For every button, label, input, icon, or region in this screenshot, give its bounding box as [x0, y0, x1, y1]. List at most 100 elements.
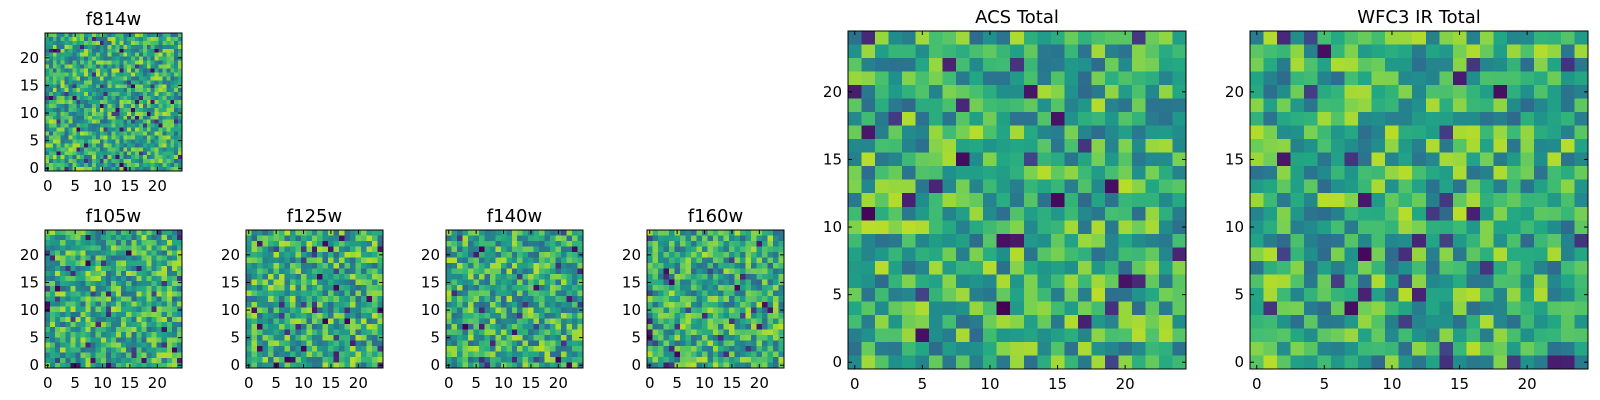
heatmap-cell [80, 100, 85, 105]
heatmap-cell [126, 281, 132, 287]
heatmap-cell [996, 301, 1011, 316]
heatmap-cell [158, 111, 164, 117]
heatmap-cell [60, 76, 66, 81]
heatmap-cell [158, 127, 164, 133]
heatmap-cell [550, 323, 557, 330]
heatmap-cell [295, 296, 302, 303]
heatmap-cell [176, 362, 183, 369]
heatmap-cell [300, 329, 307, 336]
heatmap-cell [95, 352, 102, 359]
heatmap-cell [50, 316, 56, 323]
heatmap-cell [105, 245, 112, 252]
heatmap-cell [1277, 58, 1292, 73]
heatmap-cell [80, 306, 87, 313]
heatmap-cell [344, 290, 351, 297]
heatmap-cell [141, 265, 148, 272]
heatmap-cell [178, 111, 183, 117]
heatmap-cell [1358, 112, 1373, 127]
heatmap-cell [126, 347, 132, 354]
heatmap-cell [1547, 85, 1562, 100]
heatmap-cell [1412, 44, 1427, 59]
heatmap-cell [1250, 98, 1265, 113]
heatmap-cell [171, 337, 178, 344]
heatmap-cell [1077, 193, 1092, 208]
heatmap-cell [111, 163, 117, 168]
heatmap-cell [60, 240, 66, 246]
heatmap-cell [55, 250, 61, 257]
heatmap-cell [685, 252, 692, 259]
heatmap-cell [146, 143, 152, 148]
heatmap-cell [674, 268, 681, 275]
heatmap-cell [322, 307, 329, 314]
heatmap-cell [451, 312, 458, 319]
heatmap-cell [446, 345, 453, 353]
heatmap-cell [52, 100, 58, 105]
heatmap-cell [151, 347, 158, 354]
heatmap-cell [80, 316, 87, 323]
heatmap-cell [1010, 179, 1025, 194]
heatmap-cell [121, 362, 127, 369]
heatmap-cell [95, 250, 102, 257]
y-tick-label: 20 [20, 246, 39, 264]
heatmap-cell [685, 312, 692, 319]
heatmap-cell [123, 103, 128, 109]
heatmap-cell [154, 131, 160, 137]
heatmap-cell [446, 356, 453, 364]
heatmap-cell [178, 119, 183, 125]
heatmap-cell [100, 352, 107, 359]
heatmap-cell [517, 285, 524, 292]
heatmap-cell [533, 301, 540, 308]
heatmap-cell [679, 345, 686, 353]
heatmap-cell [50, 362, 56, 369]
heatmap-cell [344, 252, 351, 259]
heatmap-cell [875, 44, 890, 59]
heatmap-cell [115, 131, 120, 137]
heatmap-cell [72, 44, 77, 50]
heatmap-cell [311, 230, 318, 237]
heatmap-cell [740, 296, 747, 303]
heatmap-cell [495, 274, 502, 281]
heatmap-cell [60, 135, 66, 141]
heatmap-cell [76, 103, 81, 109]
heatmap-cell [756, 329, 763, 336]
heatmap-cell [91, 60, 97, 66]
heatmap-cell [72, 36, 77, 42]
heatmap-cell [110, 342, 117, 349]
heatmap-cell [756, 345, 763, 353]
heatmap-cell [685, 340, 692, 347]
heatmap-cell [121, 255, 127, 262]
heatmap-cell [729, 252, 736, 259]
heatmap-cell [171, 291, 178, 298]
heatmap-cell [317, 241, 324, 248]
heatmap-cell [696, 345, 703, 353]
x-tick-label: 0 [850, 375, 860, 393]
heatmap-cell [679, 252, 686, 259]
heatmap-cell [151, 337, 158, 344]
heatmap-cell [517, 318, 524, 325]
panel-title: f105w [86, 206, 141, 227]
heatmap-cell [262, 274, 269, 281]
heatmap-cell [929, 179, 944, 194]
heatmap-cell [956, 139, 971, 154]
heatmap-cell [696, 356, 703, 364]
heatmap-cell [273, 334, 280, 341]
heatmap-cell [929, 233, 944, 248]
heatmap-cell [685, 307, 692, 314]
x-tick-label: 20 [549, 374, 568, 392]
heatmap-cell [289, 356, 296, 364]
heatmap-cell [500, 257, 507, 264]
heatmap-cell [473, 246, 480, 253]
heatmap-cell [48, 163, 54, 168]
heatmap-cell [511, 246, 518, 253]
heatmap-cell [1412, 71, 1427, 86]
heatmap-cell [322, 334, 329, 341]
heatmap-cell [1037, 166, 1052, 181]
heatmap-cell [138, 68, 144, 74]
heatmap-cell [64, 72, 70, 77]
heatmap-cell [95, 235, 102, 241]
heatmap-cell [110, 311, 117, 318]
heatmap-cell [657, 351, 665, 358]
heatmap-cell [657, 268, 665, 275]
heatmap-cell [95, 96, 101, 101]
